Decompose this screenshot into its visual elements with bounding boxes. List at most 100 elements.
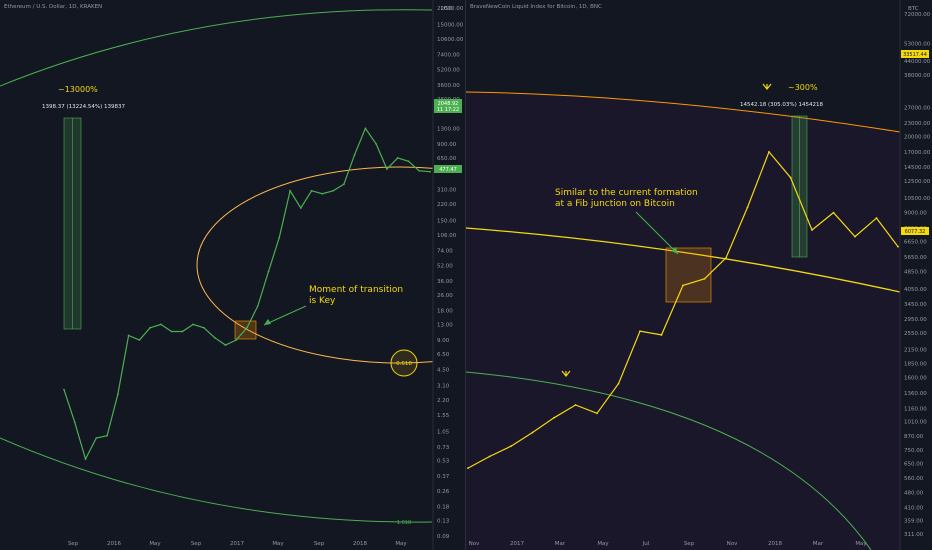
price-point (289, 189, 291, 192)
y-tick-label: 1360.00 (904, 391, 927, 397)
price-point (278, 236, 281, 239)
y-tick-label: 1850.00 (904, 362, 927, 368)
price-point (84, 458, 87, 460)
price-point (353, 153, 356, 156)
y-tick-label: 2950.00 (904, 317, 927, 323)
y-tick-label: 22000.00 (437, 6, 464, 12)
x-tick-label: Sep (314, 541, 325, 547)
price-point (116, 393, 119, 396)
y-tick-label: 480.00 (904, 491, 924, 497)
x-tick-label: May (395, 541, 407, 547)
price-point (510, 445, 512, 448)
left-measure-label: 1398.37 (13224.54%) 139837 (42, 104, 125, 110)
y-tick-label: 2.20 (437, 398, 450, 404)
panel-divider (465, 0, 466, 550)
y-tick-label: 310.00 (437, 187, 457, 193)
price-point (531, 431, 534, 434)
price-point (854, 235, 856, 238)
x-tick-label: Sep (191, 541, 202, 547)
price-point (95, 437, 98, 439)
y-tick-label: 27000.00 (904, 106, 931, 112)
y-tick-label: 359.00 (904, 518, 924, 524)
y-tick-label: 1300.00 (437, 126, 460, 132)
price-point (429, 170, 431, 173)
y-tick-label: 13.00 (437, 322, 453, 328)
y-tick-label: 7400.00 (437, 52, 460, 58)
ethereum-chart-panel[interactable]: Ethereum / U.S. Dollar, 1D, KRAKEN USD 22… (0, 0, 466, 550)
price-point (203, 326, 205, 329)
price-point (159, 323, 162, 326)
y-tick-label: 74.00 (437, 248, 453, 254)
price-point (574, 404, 577, 406)
price-point (768, 150, 770, 153)
y-tick-label: 650.00 (437, 156, 457, 162)
y-tick-label: 1.55 (437, 413, 450, 419)
right-measure-label: 14542.18 (305.03%) 1454218 (740, 102, 823, 108)
y-tick-label: 53000.00 (904, 41, 931, 47)
y-tick-label: 0.73 (437, 445, 450, 451)
price-point (725, 257, 727, 259)
y-tick-label: 2150.00 (904, 347, 927, 353)
price-point (170, 330, 173, 333)
price-point (488, 455, 491, 458)
transition-arrow (263, 305, 307, 326)
price-point (192, 323, 195, 326)
y-tick-label: 26.00 (437, 293, 453, 299)
price-point (256, 305, 259, 307)
price-point (149, 326, 152, 329)
y-tick-label: 106.00 (437, 233, 457, 239)
down-arrow-icon (762, 83, 772, 90)
last-price-badge (901, 227, 929, 235)
y-tick-label: 1160.00 (904, 406, 927, 412)
last-price-value: 477.47 (439, 167, 457, 173)
y-tick-label: 23000.00 (904, 121, 931, 127)
x-tick-label: 2017 (510, 541, 524, 547)
x-tick-label: 2018 (768, 541, 782, 547)
middle-fib-line (466, 227, 901, 293)
y-tick-label: 1600.00 (904, 376, 927, 382)
formation-note-line-2: at a Fib junction on Bitcoin (555, 199, 675, 209)
y-tick-label: 17000.00 (904, 150, 931, 156)
y-tick-label: 750.00 (904, 448, 924, 454)
down-arrow-icon (561, 370, 571, 377)
y-tick-label: 3600.00 (437, 83, 460, 89)
price-point (213, 336, 216, 339)
price-point (332, 189, 335, 192)
y-tick-label: 220.00 (437, 202, 457, 208)
price-point (639, 330, 641, 333)
upper-channel-shade (466, 92, 900, 550)
price-point (418, 169, 421, 172)
y-tick-label: 6650.00 (904, 240, 927, 246)
lower-fib-arc (466, 371, 872, 550)
fib-618-label: 0.618 (396, 361, 412, 367)
price-point (127, 334, 130, 337)
price-point (138, 339, 141, 341)
formation-note: Similar to the current formation at a Fi… (555, 188, 698, 210)
y-tick-label: 15000.00 (437, 22, 464, 28)
bitcoin-chart-panel[interactable]: BraveNewCoin Liquid Index for Bitcoin, 1… (466, 0, 932, 550)
price-point (832, 211, 835, 214)
y-tick-label: 9.00 (437, 338, 450, 344)
y-tick-label: 14500.00 (904, 165, 931, 171)
price-point (789, 176, 792, 179)
y-tick-label: 6.50 (437, 352, 450, 358)
y-tick-label: 410.00 (904, 506, 924, 512)
y-tick-label: 0.13 (437, 518, 450, 524)
price-point (617, 382, 620, 385)
x-tick-label: May (597, 541, 609, 547)
y-tick-label: 12500.00 (904, 179, 931, 185)
price-point (407, 160, 410, 163)
last-price-badge (434, 165, 462, 173)
price-badge-time: 11 17:22 (437, 107, 459, 113)
price-point (342, 183, 345, 186)
price-point (660, 334, 663, 336)
upper-fib-line (466, 91, 901, 133)
fib-arc-top (0, 9, 433, 87)
y-tick-label: 1.05 (437, 429, 450, 435)
y-tick-label: 900.00 (437, 142, 457, 148)
price-badge (434, 99, 462, 113)
y-tick-label: 36.00 (437, 279, 453, 285)
y-tick-label: 0.18 (437, 505, 450, 511)
formation-arrow-head (671, 247, 678, 254)
